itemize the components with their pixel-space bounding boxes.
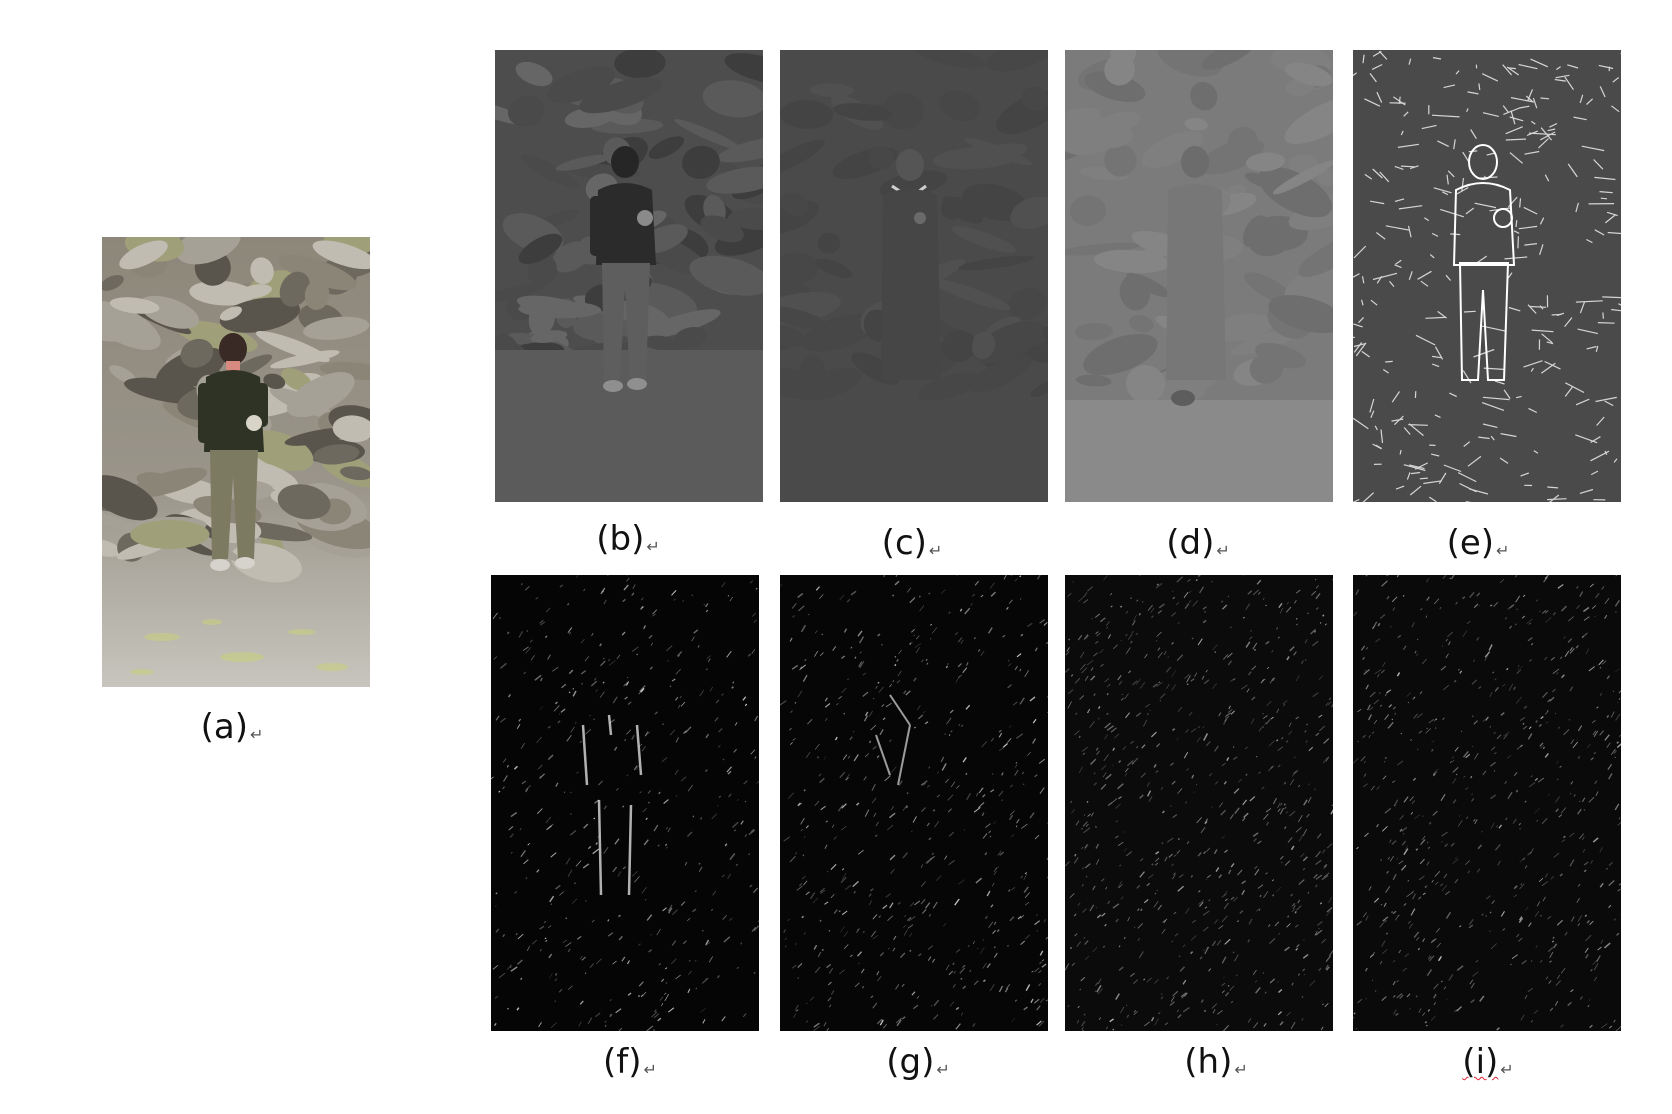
texture-map-i bbox=[1353, 575, 1621, 1031]
caption-i: (i) ↵ bbox=[1462, 1042, 1514, 1082]
photo-original bbox=[102, 237, 370, 687]
texture-map-h bbox=[1065, 575, 1333, 1031]
caption-c: (c) ↵ bbox=[881, 523, 943, 563]
texture-map-g bbox=[780, 575, 1048, 1031]
texture-map-f bbox=[491, 575, 759, 1031]
caption-a: (a) ↵ bbox=[200, 707, 264, 747]
caption-d: (d) ↵ bbox=[1166, 523, 1230, 563]
caption-f: (f) ↵ bbox=[603, 1042, 657, 1082]
caption-g: (g) ↵ bbox=[886, 1042, 950, 1082]
caption-e: (e) ↵ bbox=[1446, 523, 1510, 563]
caption-h: (h) ↵ bbox=[1184, 1042, 1248, 1082]
channel-map-d bbox=[1065, 50, 1333, 502]
photo-grayscale-dim bbox=[495, 50, 763, 502]
channel-map-c bbox=[780, 50, 1048, 502]
caption-b: (b) ↵ bbox=[596, 519, 660, 559]
edge-map bbox=[1353, 50, 1621, 502]
